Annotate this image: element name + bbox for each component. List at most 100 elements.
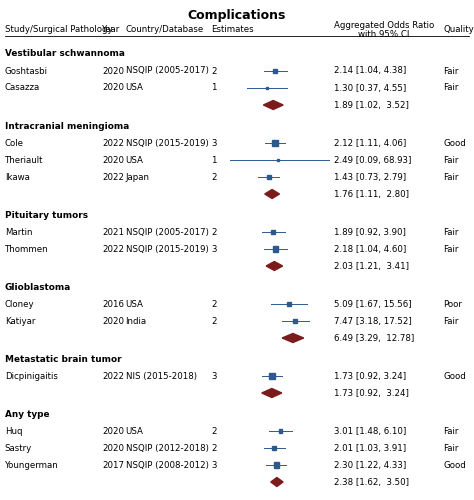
Text: Goshtasbi: Goshtasbi: [5, 66, 48, 76]
Text: Complications: Complications: [188, 10, 286, 22]
Text: 2: 2: [211, 316, 217, 326]
Polygon shape: [265, 190, 280, 198]
Text: Fair: Fair: [443, 66, 458, 76]
Text: Sastry: Sastry: [5, 444, 32, 452]
Text: 1: 1: [211, 84, 217, 92]
Text: USA: USA: [126, 84, 144, 92]
Polygon shape: [264, 100, 283, 110]
Text: 1.43 [0.73, 2.79]: 1.43 [0.73, 2.79]: [334, 172, 406, 182]
Text: with 95% CI: with 95% CI: [358, 30, 410, 39]
Text: 2: 2: [211, 444, 217, 452]
Text: 2021: 2021: [102, 228, 124, 236]
Text: 2020: 2020: [102, 156, 124, 164]
Text: 2: 2: [211, 172, 217, 182]
Text: USA: USA: [126, 426, 144, 436]
Bar: [293, 319, 297, 323]
Bar: [287, 302, 291, 306]
Text: 2: 2: [211, 66, 217, 76]
Text: 1.73 [0.92, 3.24]: 1.73 [0.92, 3.24]: [334, 372, 406, 380]
Bar: [266, 87, 268, 89]
Text: 2022: 2022: [102, 244, 124, 254]
Text: Study/Surgical Pathology: Study/Surgical Pathology: [5, 26, 112, 35]
Text: 2.14 [1.04, 4.38]: 2.14 [1.04, 4.38]: [334, 66, 406, 76]
Bar: [279, 429, 283, 433]
Text: NSQIP (2015-2019): NSQIP (2015-2019): [126, 138, 209, 147]
Text: 2.03 [1.21,  3.41]: 2.03 [1.21, 3.41]: [334, 262, 409, 270]
Text: 2022: 2022: [102, 372, 124, 380]
Text: Dicpinigaitis: Dicpinigaitis: [5, 372, 58, 380]
Text: Katiyar: Katiyar: [5, 316, 35, 326]
Text: 2.12 [1.11, 4.06]: 2.12 [1.11, 4.06]: [334, 138, 406, 147]
Text: 1.89 [0.92, 3.90]: 1.89 [0.92, 3.90]: [334, 228, 406, 236]
Bar: [273, 462, 279, 468]
Text: Fair: Fair: [443, 172, 458, 182]
Text: 2.01 [1.03, 3.91]: 2.01 [1.03, 3.91]: [334, 444, 406, 452]
Text: Thommen: Thommen: [5, 244, 48, 254]
Text: Fair: Fair: [443, 156, 458, 164]
Text: USA: USA: [126, 156, 144, 164]
Text: Glioblastoma: Glioblastoma: [5, 282, 71, 292]
Text: Poor: Poor: [443, 300, 462, 308]
Polygon shape: [266, 262, 283, 270]
Bar: [273, 140, 278, 146]
Text: 3: 3: [211, 244, 217, 254]
Text: 2.38 [1.62,  3.50]: 2.38 [1.62, 3.50]: [334, 478, 409, 486]
Text: 2017: 2017: [102, 460, 124, 469]
Bar: [273, 446, 276, 450]
Text: Martin: Martin: [5, 228, 32, 236]
Text: 3: 3: [211, 460, 217, 469]
Text: 2.18 [1.04, 4.60]: 2.18 [1.04, 4.60]: [334, 244, 406, 254]
Text: 3: 3: [211, 138, 217, 147]
Text: Fair: Fair: [443, 244, 458, 254]
Text: Casazza: Casazza: [5, 84, 40, 92]
Text: USA: USA: [126, 300, 144, 308]
Text: NSQIP (2005-2017): NSQIP (2005-2017): [126, 66, 209, 76]
Text: 2022: 2022: [102, 138, 124, 147]
Text: Country/Database: Country/Database: [126, 26, 204, 35]
Text: 3: 3: [211, 372, 217, 380]
Text: 1.76 [1.11,  2.80]: 1.76 [1.11, 2.80]: [334, 190, 409, 198]
Text: Any type: Any type: [5, 410, 49, 418]
Bar: [267, 175, 271, 179]
Text: 3.01 [1.48, 6.10]: 3.01 [1.48, 6.10]: [334, 426, 406, 436]
Bar: [277, 159, 279, 161]
Text: 2020: 2020: [102, 316, 124, 326]
Text: Intracranial meningioma: Intracranial meningioma: [5, 122, 129, 130]
Text: Huq: Huq: [5, 426, 22, 436]
Text: Japan: Japan: [126, 172, 150, 182]
Text: 2.30 [1.22, 4.33]: 2.30 [1.22, 4.33]: [334, 460, 406, 469]
Text: NIS (2015-2018): NIS (2015-2018): [126, 372, 197, 380]
Text: 1.89 [1.02,  3.52]: 1.89 [1.02, 3.52]: [334, 100, 409, 110]
Text: NSQIP (2005-2017): NSQIP (2005-2017): [126, 228, 209, 236]
Bar: [269, 373, 274, 379]
Text: Cole: Cole: [5, 138, 24, 147]
Polygon shape: [271, 478, 283, 486]
Text: Ikawa: Ikawa: [5, 172, 29, 182]
Text: 5.09 [1.67, 15.56]: 5.09 [1.67, 15.56]: [334, 300, 412, 308]
Text: Cloney: Cloney: [5, 300, 34, 308]
Text: Good: Good: [443, 138, 466, 147]
Text: 2: 2: [211, 426, 217, 436]
Text: 2020: 2020: [102, 66, 124, 76]
Text: NSQIP (2008-2012): NSQIP (2008-2012): [126, 460, 209, 469]
Text: Fair: Fair: [443, 426, 458, 436]
Text: Pituitary tumors: Pituitary tumors: [5, 210, 88, 220]
Polygon shape: [262, 388, 282, 398]
Text: Aggregated Odds Ratio: Aggregated Odds Ratio: [334, 21, 434, 30]
Text: Fair: Fair: [443, 84, 458, 92]
Text: Vestibular schwannoma: Vestibular schwannoma: [5, 50, 125, 58]
Text: Good: Good: [443, 372, 466, 380]
Text: 2.49 [0.09, 68.93]: 2.49 [0.09, 68.93]: [334, 156, 411, 164]
Text: 2020: 2020: [102, 444, 124, 452]
Text: 2022: 2022: [102, 172, 124, 182]
Text: NSQIP (2012-2018): NSQIP (2012-2018): [126, 444, 209, 452]
Text: 1.73 [0.92,  3.24]: 1.73 [0.92, 3.24]: [334, 388, 409, 398]
Text: Good: Good: [443, 460, 466, 469]
Text: 2: 2: [211, 300, 217, 308]
Text: 1: 1: [211, 156, 217, 164]
Text: Year: Year: [102, 26, 120, 35]
Text: 2020: 2020: [102, 426, 124, 436]
Bar: [273, 246, 278, 252]
Text: Metastatic brain tumor: Metastatic brain tumor: [5, 354, 121, 364]
Text: 7.47 [3.18, 17.52]: 7.47 [3.18, 17.52]: [334, 316, 412, 326]
